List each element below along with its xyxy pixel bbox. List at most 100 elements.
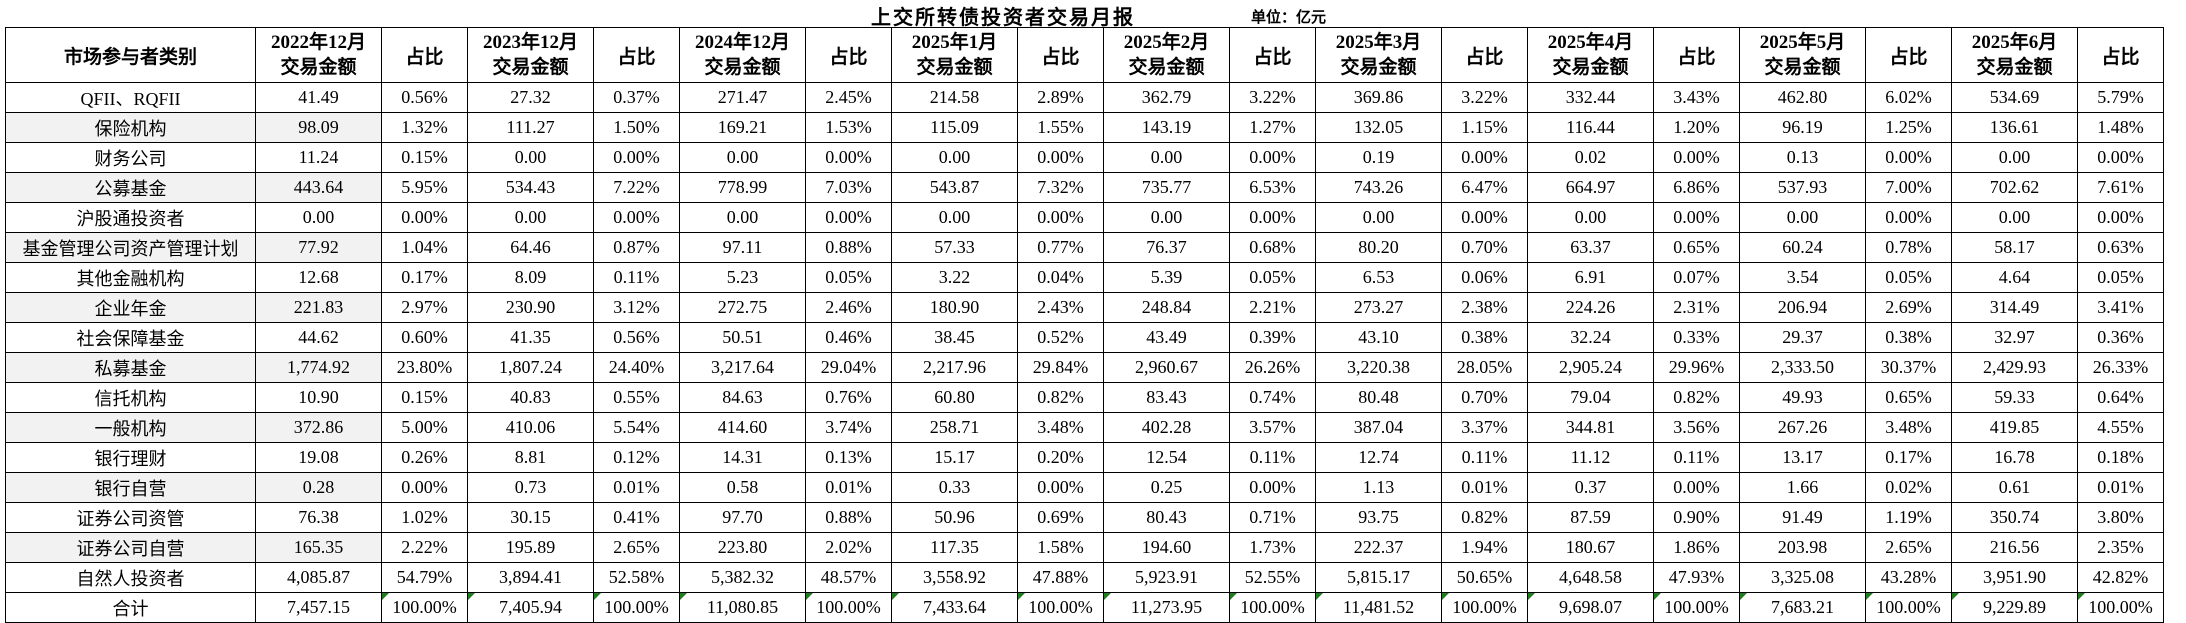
cell-pct[interactable]: 0.26%	[381, 442, 468, 473]
cell-pct[interactable]: 47.93%	[1653, 562, 1740, 593]
cell-pct[interactable]: 0.87%	[593, 232, 680, 263]
cell-amount[interactable]: 4,648.58	[1527, 562, 1654, 593]
cell-amount[interactable]: 2,905.24	[1527, 352, 1654, 383]
cell-pct[interactable]: 2.43%	[1017, 292, 1104, 323]
cell-pct[interactable]: 0.00%	[805, 142, 892, 173]
header-category[interactable]: 市场参与者类别	[5, 27, 256, 83]
cell-amount[interactable]: 214.58	[891, 82, 1018, 113]
cell-pct[interactable]: 0.05%	[2077, 262, 2164, 293]
cell-amount[interactable]: 419.85	[1951, 412, 2078, 443]
cell-amount[interactable]: 0.02	[1527, 142, 1654, 173]
cell-amount[interactable]: 97.11	[679, 232, 806, 263]
cell-pct[interactable]: 1.20%	[1653, 112, 1740, 143]
cell-pct[interactable]: 0.00%	[593, 202, 680, 233]
cell-pct[interactable]: 0.00%	[1441, 142, 1528, 173]
cell-pct[interactable]: 0.13%	[805, 442, 892, 473]
cell-amount[interactable]: 3,217.64	[679, 352, 806, 383]
cell-pct[interactable]: 0.11%	[593, 262, 680, 293]
cell-amount[interactable]: 5,382.32	[679, 562, 806, 593]
cell-amount[interactable]: 169.21	[679, 112, 806, 143]
cell-amount[interactable]: 63.37	[1527, 232, 1654, 263]
header-month-amount[interactable]: 2025年1月 交易金额	[891, 27, 1018, 83]
cell-amount[interactable]: 91.49	[1739, 502, 1866, 533]
cell-pct[interactable]: 100.00%	[1017, 592, 1104, 623]
cell-amount[interactable]: 80.20	[1315, 232, 1442, 263]
cell-pct[interactable]: 2.35%	[2077, 532, 2164, 563]
cell-amount[interactable]: 11,481.52	[1315, 592, 1442, 623]
cell-pct[interactable]: 7.03%	[805, 172, 892, 203]
cell-amount[interactable]: 165.35	[255, 532, 382, 563]
cell-amount[interactable]: 0.58	[679, 472, 806, 503]
cell-pct[interactable]: 3.12%	[593, 292, 680, 323]
header-month-amount[interactable]: 2025年2月 交易金额	[1103, 27, 1230, 83]
cell-pct[interactable]: 0.76%	[805, 382, 892, 413]
cell-pct[interactable]: 50.65%	[1441, 562, 1528, 593]
cell-pct[interactable]: 0.20%	[1017, 442, 1104, 473]
cell-amount[interactable]: 38.45	[891, 322, 1018, 353]
cell-pct[interactable]: 26.33%	[2077, 352, 2164, 383]
row-category[interactable]: 一般机构	[5, 412, 256, 443]
header-pct[interactable]: 占比	[1229, 27, 1316, 83]
cell-amount[interactable]: 1,807.24	[467, 352, 594, 383]
cell-pct[interactable]: 0.69%	[1017, 502, 1104, 533]
cell-amount[interactable]: 0.19	[1315, 142, 1442, 173]
cell-pct[interactable]: 0.00%	[1865, 202, 1952, 233]
row-category[interactable]: 银行理财	[5, 442, 256, 473]
cell-amount[interactable]: 0.73	[467, 472, 594, 503]
cell-pct[interactable]: 0.00%	[1653, 472, 1740, 503]
cell-pct[interactable]: 5.95%	[381, 172, 468, 203]
cell-amount[interactable]: 0.25	[1103, 472, 1230, 503]
cell-amount[interactable]: 1.13	[1315, 472, 1442, 503]
cell-amount[interactable]: 12.68	[255, 262, 382, 293]
cell-amount[interactable]: 30.15	[467, 502, 594, 533]
cell-pct[interactable]: 100.00%	[805, 592, 892, 623]
cell-pct[interactable]: 1.50%	[593, 112, 680, 143]
cell-amount[interactable]: 0.00	[467, 142, 594, 173]
cell-amount[interactable]: 180.67	[1527, 532, 1654, 563]
cell-pct[interactable]: 0.38%	[1865, 322, 1952, 353]
cell-pct[interactable]: 1.02%	[381, 502, 468, 533]
cell-amount[interactable]: 59.33	[1951, 382, 2078, 413]
header-pct[interactable]: 占比	[1017, 27, 1104, 83]
cell-amount[interactable]: 0.61	[1951, 472, 2078, 503]
cell-pct[interactable]: 0.00%	[381, 472, 468, 503]
row-category[interactable]: QFII、RQFII	[5, 82, 256, 113]
cell-pct[interactable]: 2.02%	[805, 532, 892, 563]
cell-pct[interactable]: 3.80%	[2077, 502, 2164, 533]
cell-pct[interactable]: 3.43%	[1653, 82, 1740, 113]
cell-pct[interactable]: 0.88%	[805, 502, 892, 533]
cell-pct[interactable]: 26.26%	[1229, 352, 1316, 383]
cell-amount[interactable]: 8.09	[467, 262, 594, 293]
cell-pct[interactable]: 0.00%	[1865, 142, 1952, 173]
cell-pct[interactable]: 1.58%	[1017, 532, 1104, 563]
cell-pct[interactable]: 0.60%	[381, 322, 468, 353]
cell-amount[interactable]: 12.54	[1103, 442, 1230, 473]
cell-pct[interactable]: 6.02%	[1865, 82, 1952, 113]
cell-amount[interactable]: 6.91	[1527, 262, 1654, 293]
cell-amount[interactable]: 7,457.15	[255, 592, 382, 623]
cell-amount[interactable]: 13.17	[1739, 442, 1866, 473]
cell-amount[interactable]: 60.80	[891, 382, 1018, 413]
cell-amount[interactable]: 14.31	[679, 442, 806, 473]
cell-pct[interactable]: 3.48%	[1017, 412, 1104, 443]
cell-pct[interactable]: 2.65%	[593, 532, 680, 563]
cell-pct[interactable]: 0.90%	[1653, 502, 1740, 533]
cell-amount[interactable]: 11.12	[1527, 442, 1654, 473]
cell-pct[interactable]: 2.69%	[1865, 292, 1952, 323]
cell-amount[interactable]: 0.00	[891, 142, 1018, 173]
cell-pct[interactable]: 0.37%	[593, 82, 680, 113]
cell-amount[interactable]: 132.05	[1315, 112, 1442, 143]
cell-amount[interactable]: 96.19	[1739, 112, 1866, 143]
cell-amount[interactable]: 43.49	[1103, 322, 1230, 353]
header-month-amount[interactable]: 2024年12月 交易金额	[679, 27, 806, 83]
cell-pct[interactable]: 0.00%	[1017, 472, 1104, 503]
cell-amount[interactable]: 50.96	[891, 502, 1018, 533]
header-pct[interactable]: 占比	[381, 27, 468, 83]
cell-amount[interactable]: 0.00	[679, 202, 806, 233]
cell-pct[interactable]: 2.65%	[1865, 532, 1952, 563]
cell-amount[interactable]: 3,894.41	[467, 562, 594, 593]
header-pct[interactable]: 占比	[1653, 27, 1740, 83]
cell-pct[interactable]: 0.07%	[1653, 262, 1740, 293]
cell-amount[interactable]: 12.74	[1315, 442, 1442, 473]
cell-amount[interactable]: 0.00	[1951, 202, 2078, 233]
